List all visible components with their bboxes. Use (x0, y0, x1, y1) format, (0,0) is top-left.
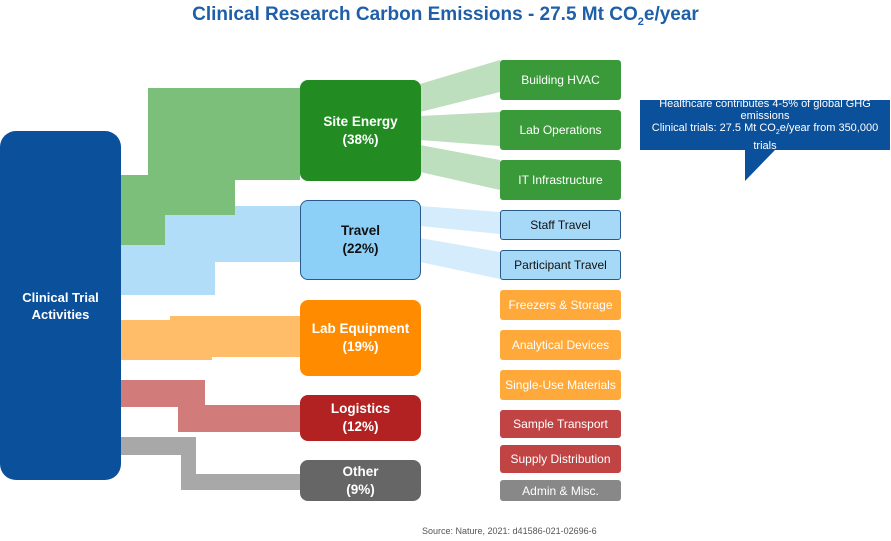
subcategory-it-infrastructure: IT Infrastructure (500, 160, 621, 200)
flow-source-site-energy (121, 88, 300, 245)
category-name: Other (342, 463, 379, 479)
flow-site-energy-lab-operations (420, 112, 500, 146)
flow-source-logistics (121, 380, 300, 432)
subcategory-analytical-devices: Analytical Devices (500, 330, 621, 360)
callout-pointer (745, 150, 775, 181)
subcategory-freezers-storage: Freezers & Storage (500, 290, 621, 320)
flow-source-lab-equipment (121, 316, 300, 360)
category-lab-equipment: Lab Equipment (19%) (300, 300, 421, 376)
source-label-line1: Clinical Trial (22, 289, 99, 305)
title-prefix: Clinical Research Carbon Emissions - 27.… (192, 4, 638, 25)
title-subscript: 2 (637, 15, 644, 28)
flow-site-energy-building-hvac (420, 60, 500, 112)
category-name: Logistics (330, 401, 391, 416)
callout-line1: Healthcare contributes 4-5% of global GH… (659, 98, 871, 123)
chart-title: Clinical Research Carbon Emissions - 27.… (0, 4, 891, 28)
category-percent: (38%) (342, 131, 379, 147)
subcategory-staff-travel: Staff Travel (500, 210, 621, 240)
source-label-line2: Activities (31, 306, 90, 322)
category-travel: Travel (22%) (300, 200, 421, 280)
clinical-trial-activities-node: Clinical Trial Activities (0, 131, 121, 480)
subcategory-participant-travel: Participant Travel (500, 250, 621, 280)
subcategory-building-hvac: Building HVAC (500, 60, 621, 100)
category-name: Site Energy (323, 113, 398, 129)
category-percent: (9%) (346, 481, 375, 497)
subcategory-admin-misc: Admin & Misc. (500, 480, 621, 501)
category-site-energy: Site Energy (38%) (300, 80, 421, 181)
source-citation: Source: Nature, 2021: d41586-021-02696-6 (422, 526, 597, 536)
category-name: Travel (340, 223, 381, 238)
flow-source-travel (121, 206, 300, 295)
category-percent: (12%) (342, 419, 379, 434)
category-percent: (19%) (342, 339, 379, 354)
flow-travel-staff-travel (420, 206, 500, 234)
flow-source-other (121, 437, 300, 490)
flow-site-energy-it-infrastructure (420, 145, 500, 190)
category-name: Lab Equipment (311, 321, 410, 336)
category-percent: (22%) (342, 241, 379, 256)
subcategory-supply-distribution: Supply Distribution (500, 445, 621, 473)
subcategory-lab-operations: Lab Operations (500, 110, 621, 150)
flow-travel-participant-travel (420, 238, 500, 279)
category-other: Other (9%) (300, 460, 421, 501)
subcategory-sample-transport: Sample Transport (500, 410, 621, 438)
callout-line2: Clinical trials: 27.5 Mt CO2e/year from … (651, 122, 879, 152)
title-suffix: e/year (643, 4, 699, 25)
subcategory-single-use-materials: Single-Use Materials (500, 370, 621, 400)
callout-note: Healthcare contributes 4-5% of global GH… (640, 98, 890, 152)
category-logistics: Logistics (12%) (300, 395, 421, 441)
